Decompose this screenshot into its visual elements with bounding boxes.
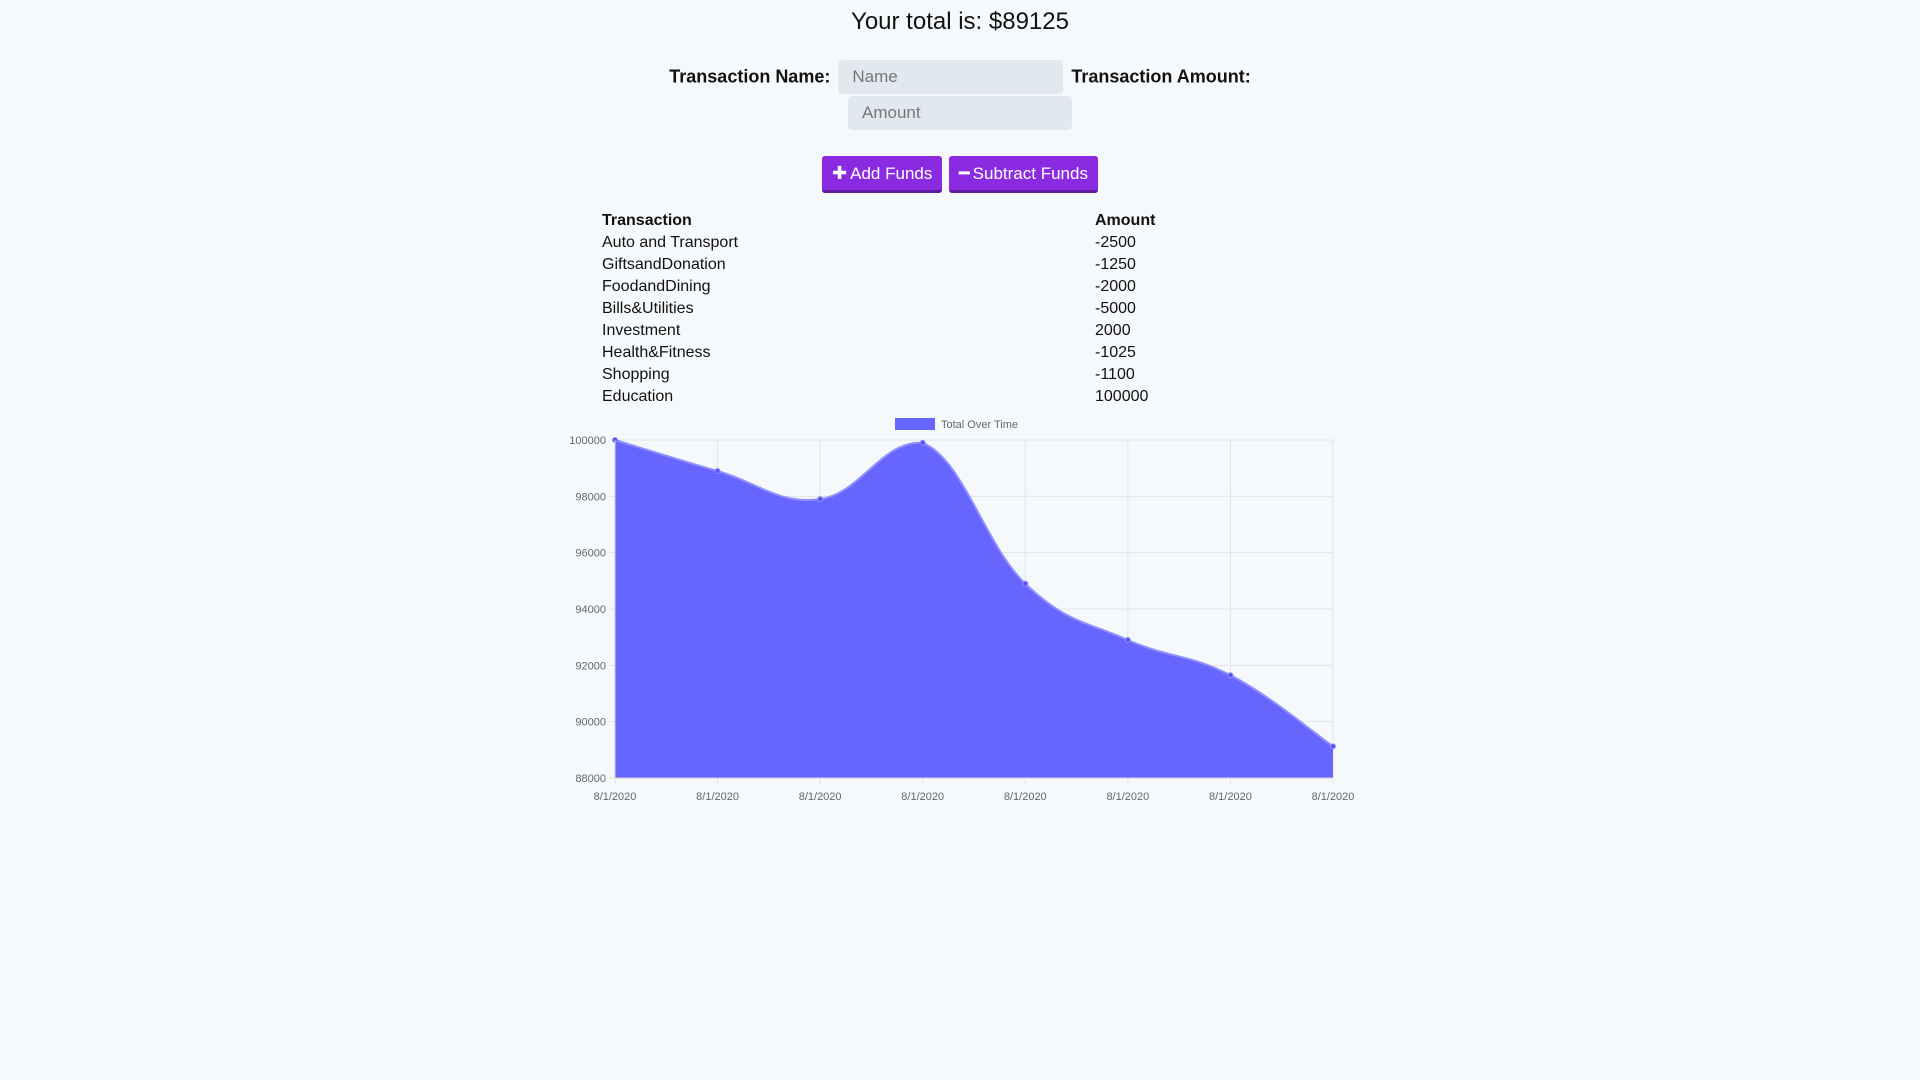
x-tick-label: 8/1/2020 (1312, 791, 1355, 803)
data-point (1330, 743, 1336, 750)
transaction-amount-cell: -1025 (1095, 344, 1136, 361)
table-row: GiftsandDonation -1250 (602, 254, 1202, 276)
x-tick-label: 8/1/2020 (1004, 791, 1047, 803)
transactions-body: Auto and Transport -2500 GiftsandDonation -… (602, 232, 1202, 408)
amount-input-wrapper (848, 96, 1072, 130)
y-tick-label: 98000 (575, 491, 606, 503)
transaction-amount-cell: 2000 (1095, 322, 1131, 339)
transaction-name-cell: GiftsandDonation (602, 256, 726, 273)
transaction-name-cell: Bills&Utilities (602, 300, 694, 317)
y-tick-label: 100000 (569, 435, 606, 447)
table-row: Health&Fitness -1025 (602, 342, 1202, 364)
transaction-name-label: Transaction Name: (669, 66, 831, 87)
transaction-name-cell: Shopping (602, 366, 670, 383)
chart-svg: 100000 98000 96000 94000 92000 90000 88000 8/1/… (569, 418, 1355, 803)
transaction-name-cell: Auto and Transport (602, 234, 739, 251)
plus-icon: ✚ (832, 162, 848, 183)
table-row: Investment 2000 (602, 320, 1202, 342)
total-over-time-chart: 100000 98000 96000 94000 92000 90000 88000 8/1/… (540, 410, 1380, 810)
x-tick-label: 8/1/2020 (696, 791, 739, 803)
transaction-amount-cell: 100000 (1095, 388, 1149, 405)
table-row: Auto and Transport -2500 (602, 232, 1202, 254)
transaction-name-cell: FoodandDining (602, 278, 711, 295)
y-tick-label: 96000 (575, 548, 606, 560)
transaction-amount-label: Transaction Amount: (1071, 66, 1251, 87)
header-amount: Amount (1095, 212, 1156, 229)
add-funds-label: Add Funds (850, 163, 933, 183)
x-tick-label: 8/1/2020 (1209, 791, 1252, 803)
series-area (615, 440, 1333, 778)
transaction-amount-cell: -2500 (1095, 234, 1136, 251)
series-line (614, 439, 1334, 748)
action-buttons: ✚ Add Funds ━ Subtract Funds (0, 156, 1920, 193)
transaction-form: Transaction Name: Transaction Amount: (0, 60, 1920, 94)
transaction-name-cell: Health&Fitness (602, 344, 711, 361)
transaction-amount-cell: -2000 (1095, 278, 1136, 295)
data-point (919, 439, 926, 446)
transaction-amount-cell: -1100 (1095, 366, 1135, 383)
data-point (1022, 580, 1029, 587)
legend-label: Total Over Time (941, 419, 1018, 431)
table-row: Shopping -1100 (602, 364, 1202, 386)
subtract-funds-label: Subtract Funds (972, 163, 1088, 183)
data-point (714, 467, 721, 474)
legend-swatch (895, 418, 935, 430)
data-point (817, 496, 824, 503)
header-transaction: Transaction (602, 212, 692, 229)
minus-icon: ━ (958, 162, 970, 183)
transaction-name-cell: Education (602, 388, 674, 405)
transaction-amount-cell: -5000 (1095, 300, 1136, 317)
y-tick-label: 94000 (575, 604, 606, 616)
transaction-name-input[interactable] (838, 60, 1064, 94)
x-tick-label: 8/1/2020 (901, 791, 944, 803)
table-row: FoodandDining -2000 (602, 276, 1202, 298)
transaction-name-cell: Investment (602, 322, 681, 339)
table-row: Bills&Utilities -5000 (602, 298, 1202, 320)
x-tick-label: 8/1/2020 (1106, 791, 1149, 803)
subtract-funds-button[interactable]: ━ Subtract Funds (948, 156, 1098, 193)
y-tick-label: 90000 (575, 717, 606, 729)
table-row: Education 100000 (602, 386, 1202, 408)
transaction-amount-cell: -1250 (1095, 256, 1136, 273)
x-tick-label: 8/1/2020 (799, 791, 842, 803)
total-heading: Your total is: $89125 (851, 8, 1069, 35)
add-funds-button[interactable]: ✚ Add Funds (822, 156, 943, 193)
transactions-table: Transaction Amount Auto and Transport -25… (602, 210, 1202, 408)
table-header-row: Transaction Amount (602, 210, 1202, 232)
y-tick-label: 88000 (575, 773, 606, 785)
data-point (1227, 672, 1234, 679)
x-tick-label: 8/1/2020 (594, 791, 637, 803)
transaction-amount-input[interactable] (848, 96, 1072, 130)
y-tick-label: 92000 (575, 660, 606, 672)
data-point (1124, 636, 1131, 643)
